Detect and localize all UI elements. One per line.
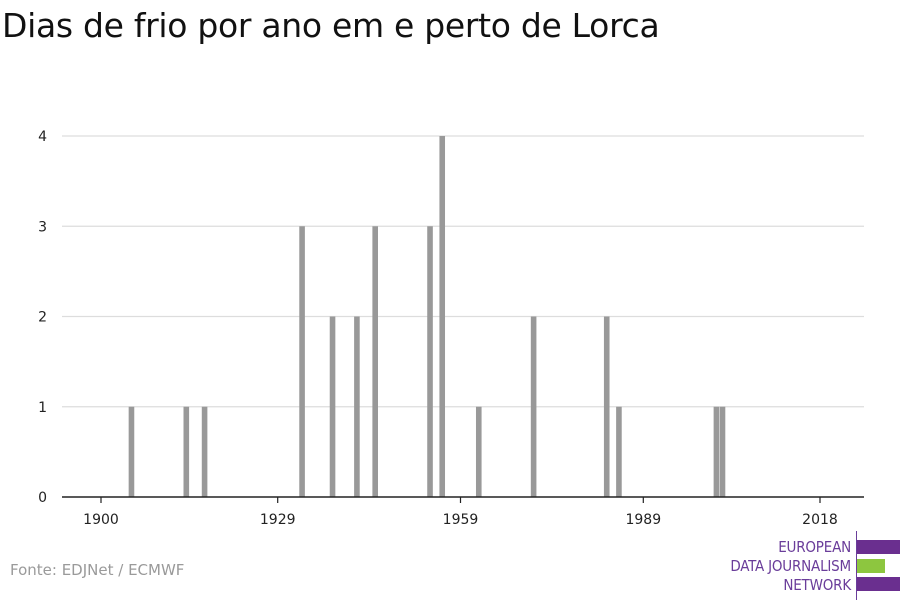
x-tick-label: 1989 [625, 512, 661, 528]
bar [475, 406, 482, 497]
bar [603, 316, 610, 497]
y-tick-label: 2 [38, 310, 47, 326]
logo-line-data-journalism: DATA JOURNALISM [730, 557, 851, 575]
bar [128, 406, 135, 497]
x-tick-label: 1900 [83, 512, 119, 528]
edjnet-logo: EUROPEAN DATA JOURNALISM NETWORK [700, 531, 900, 600]
bar [183, 406, 190, 497]
bar [354, 316, 360, 497]
x-tick-label: 2018 [802, 512, 838, 528]
y-tick-label: 0 [38, 490, 47, 506]
bars [128, 136, 726, 497]
logo-bar-purple-bottom [857, 577, 900, 591]
chart-title: Dias de frio por ano em e perto de Lorca [2, 6, 660, 45]
bar [299, 226, 305, 497]
bar [329, 316, 336, 497]
logo-bar-green [857, 559, 885, 573]
bar [530, 316, 537, 497]
logo-divider [856, 531, 857, 600]
bar [427, 226, 433, 497]
logo-bar-purple-top [857, 540, 900, 554]
x-tick-label: 1959 [443, 512, 479, 528]
y-axis-ticks: 0 1 2 3 4 [38, 129, 47, 506]
source-note: Fonte: EDJNet / ECMWF [10, 561, 185, 579]
y-tick-label: 1 [38, 400, 47, 416]
bar [713, 406, 720, 497]
bar [372, 226, 378, 497]
bar [201, 406, 208, 497]
logo-line-european: EUROPEAN [778, 538, 851, 556]
y-tick-label: 4 [38, 129, 47, 145]
x-axis-ticks: 1900 1929 1959 1989 2018 [83, 497, 838, 528]
bar [719, 406, 726, 497]
logo-line-network: NETWORK [783, 576, 851, 594]
gridlines [62, 135, 864, 408]
bar [616, 406, 622, 497]
x-tick-label: 1929 [260, 512, 296, 528]
bar [439, 136, 446, 497]
y-tick-label: 3 [38, 219, 47, 235]
